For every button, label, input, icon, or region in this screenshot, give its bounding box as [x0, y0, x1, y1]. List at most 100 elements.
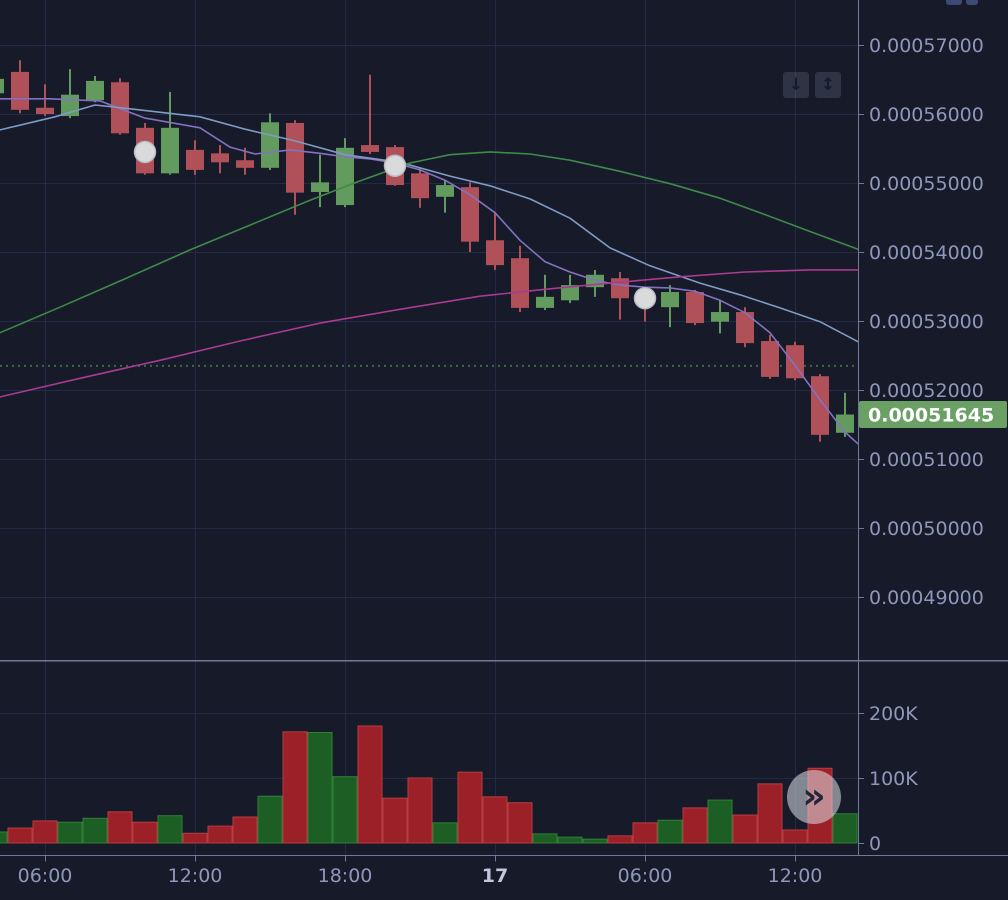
ma-blue-mid — [0, 104, 859, 343]
candle-body — [786, 345, 804, 379]
arrow-updown-icon: ↕ — [820, 75, 836, 95]
candle-body — [686, 292, 704, 324]
candle-body — [411, 173, 429, 199]
time-axis-label: 06:00 — [618, 865, 673, 887]
candle-body — [811, 376, 829, 435]
volume-bar — [107, 811, 133, 844]
volume-bar — [332, 776, 358, 844]
candle-body — [336, 147, 354, 206]
candle — [836, 392, 854, 437]
volume-bar — [657, 819, 683, 844]
candle — [461, 182, 479, 252]
candle — [436, 180, 454, 213]
ma-magenta-slow — [0, 269, 859, 398]
toolbar-fragment — [966, 0, 978, 5]
auto-fit-scale-button[interactable]: ↕ — [815, 72, 841, 98]
candle-body — [461, 187, 479, 242]
price-axis[interactable]: 0.00057000 0.00056000 0.00055000 0.00054000… — [858, 35, 984, 855]
candle-body — [161, 127, 179, 174]
volume-bar — [582, 838, 608, 844]
volume-bar — [182, 832, 208, 844]
axis-label: 0.00057000 — [869, 35, 984, 57]
candle — [361, 74, 379, 155]
candle — [761, 334, 779, 379]
candle — [11, 60, 29, 114]
order-marker — [633, 286, 657, 310]
candle-wick — [544, 274, 546, 310]
axis-label: 0 — [869, 833, 881, 855]
volume-bar — [232, 816, 258, 844]
candle-wick — [44, 84, 46, 117]
volume-bar — [307, 732, 333, 844]
volume-bar — [482, 796, 508, 844]
candle — [536, 274, 554, 310]
candle-body — [311, 182, 329, 192]
candle-body — [186, 149, 204, 170]
time-axis-label: 17 — [482, 865, 508, 887]
candle — [661, 285, 679, 328]
candle — [0, 78, 4, 94]
volume-bar — [57, 821, 83, 844]
candle-body — [711, 312, 729, 322]
scroll-to-latest-button[interactable]: » — [787, 770, 841, 824]
last-price-value: 0.00051645 — [868, 404, 994, 426]
axis-label: 0.00056000 — [869, 104, 984, 126]
axis-label: 200K — [869, 703, 918, 725]
candle — [261, 113, 279, 170]
candle-body — [36, 107, 54, 114]
candle-wick — [369, 74, 371, 155]
volume-bars — [0, 725, 858, 844]
volume-bar — [282, 731, 308, 844]
time-axis[interactable]: 06:00 12:00 18:00 17 06:00 12:00 — [18, 855, 823, 888]
volume-bar — [757, 783, 783, 844]
candle-wick — [319, 154, 321, 208]
ma-green-slow — [0, 151, 859, 334]
order-markers — [133, 140, 657, 310]
time-axis-label: 12:00 — [168, 865, 223, 887]
axis-label: 0.00050000 — [869, 518, 984, 540]
volume-bar — [7, 827, 33, 844]
candle-wick — [69, 69, 71, 119]
candle — [811, 374, 829, 442]
axis-label: 100K — [869, 768, 918, 790]
volume-bar — [357, 725, 383, 844]
order-marker — [133, 140, 157, 164]
volume-bar — [832, 813, 858, 844]
candle — [411, 167, 429, 208]
candle — [286, 120, 304, 215]
pan-down-button[interactable]: ↓ — [783, 72, 809, 98]
toolbar-fragment — [946, 0, 962, 5]
candle — [186, 140, 204, 175]
candle — [86, 76, 104, 103]
candle-body — [86, 80, 104, 101]
volume-bar — [382, 797, 408, 844]
candle-body — [511, 258, 529, 308]
candle-body — [286, 122, 304, 193]
candle-body — [736, 312, 754, 344]
candle-body — [561, 285, 579, 301]
volume-bar — [682, 807, 708, 844]
volume-bar — [32, 820, 58, 844]
candle-body — [0, 78, 4, 94]
arrow-down-icon: ↓ — [788, 75, 804, 95]
candle-body — [836, 414, 854, 433]
volume-bar — [632, 822, 658, 844]
candle — [711, 300, 729, 334]
volume-bar — [707, 799, 733, 844]
volume-bar — [732, 814, 758, 844]
chevrons-right-icon: » — [802, 776, 826, 817]
candle-body — [761, 341, 779, 377]
candle — [736, 307, 754, 348]
volume-bar — [782, 829, 808, 844]
volume-bar — [407, 777, 433, 844]
volume-bar — [0, 831, 8, 844]
volume-bar — [132, 821, 158, 844]
candle — [336, 138, 354, 208]
candle-body — [536, 296, 554, 308]
candle — [211, 145, 229, 174]
candle — [561, 274, 579, 304]
candle-body — [661, 292, 679, 308]
candle — [311, 154, 329, 208]
